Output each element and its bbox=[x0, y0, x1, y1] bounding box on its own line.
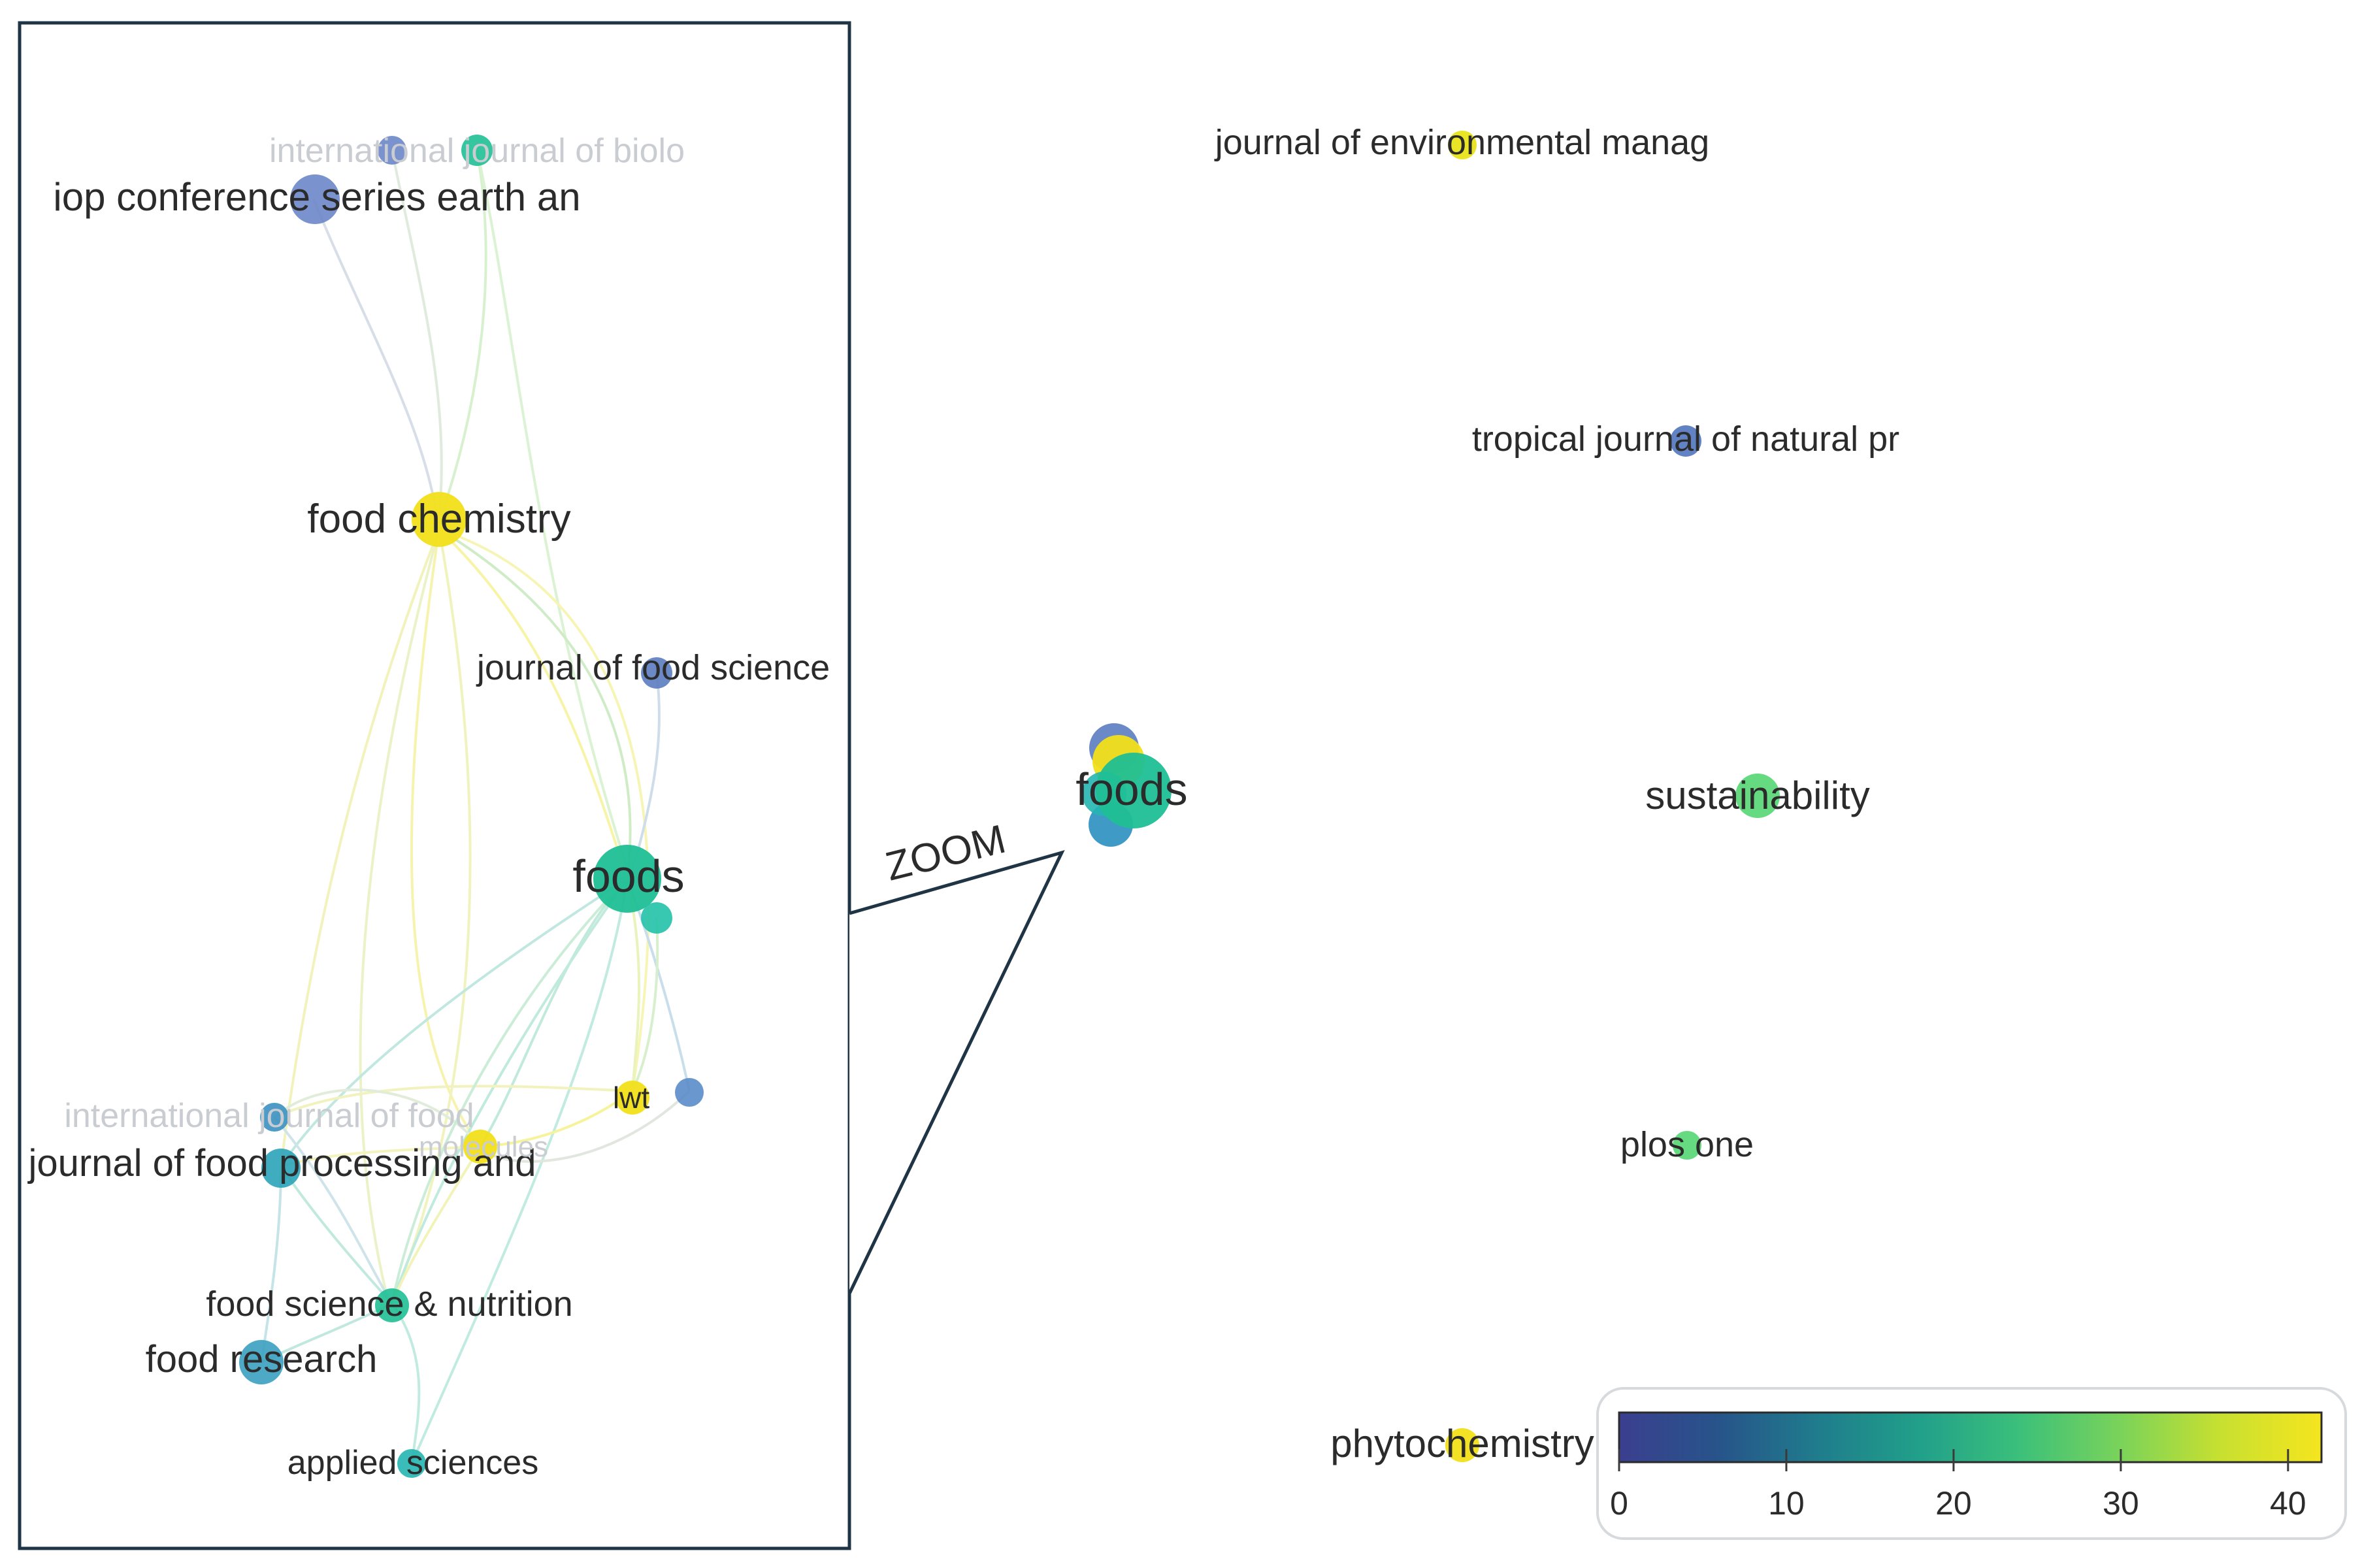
node-journal-food-science[interactable] bbox=[641, 657, 672, 689]
node-lwt[interactable] bbox=[615, 1081, 649, 1115]
label-intl-food: international journal of food bbox=[64, 1097, 474, 1135]
node-food-chemistry[interactable] bbox=[412, 492, 467, 547]
node-sustainability[interactable] bbox=[1735, 774, 1780, 818]
label-sustainability: sustainability bbox=[1645, 774, 1870, 817]
colorbar-gradient bbox=[1618, 1411, 2323, 1463]
edge bbox=[438, 528, 629, 879]
label-phytochemistry: phytochemistry bbox=[1330, 1422, 1594, 1465]
label-lwt: lwt bbox=[613, 1081, 649, 1115]
edge bbox=[280, 1165, 393, 1305]
edge bbox=[391, 150, 443, 520]
edge bbox=[480, 1090, 634, 1148]
edge bbox=[391, 877, 629, 1304]
label-iop: iop conference series earth an bbox=[53, 175, 580, 219]
node-tjnp[interactable] bbox=[1670, 425, 1701, 457]
edge bbox=[273, 1116, 393, 1305]
label-journal-food-science: journal of food science bbox=[476, 648, 830, 687]
zoom-callout-connector bbox=[847, 850, 1065, 1295]
node-intl-biolo[interactable] bbox=[461, 135, 493, 166]
node-iop[interactable] bbox=[290, 174, 340, 224]
edge bbox=[273, 1088, 482, 1148]
colorbar-tick-label: 40 bbox=[2270, 1485, 2306, 1522]
colorbar-tick-label: 30 bbox=[2103, 1485, 2139, 1522]
edge bbox=[476, 150, 632, 879]
node-jem[interactable] bbox=[1448, 131, 1477, 159]
node-jfpp[interactable] bbox=[261, 1149, 301, 1188]
node-phytochemistry[interactable] bbox=[1445, 1428, 1479, 1462]
node-applied-sciences[interactable] bbox=[397, 1449, 426, 1478]
colorbar-tick-label: 20 bbox=[1935, 1485, 1972, 1522]
edge bbox=[438, 528, 632, 879]
node-foods-satellite[interactable] bbox=[641, 902, 672, 934]
label-food-chemistry: food chemistry bbox=[307, 497, 570, 542]
left-network-edges bbox=[260, 150, 691, 1464]
label-plos-one: plos one bbox=[1620, 1125, 1754, 1164]
colorbar-ticks: 0 10 20 30 40 bbox=[1610, 1449, 2306, 1522]
cluster-node bbox=[1096, 753, 1172, 828]
node-food-research[interactable] bbox=[239, 1340, 284, 1384]
edge bbox=[410, 878, 629, 1464]
label-foods: foods bbox=[572, 851, 684, 902]
edge bbox=[312, 199, 439, 523]
label-jfpp: journal of food processing and bbox=[27, 1142, 536, 1184]
edge bbox=[274, 1085, 633, 1119]
edge bbox=[626, 878, 691, 1092]
edge bbox=[440, 150, 487, 517]
edge bbox=[626, 878, 640, 1092]
colorbar-tick-label: 0 bbox=[1610, 1485, 1628, 1522]
node-intl-food[interactable] bbox=[260, 1103, 289, 1132]
node-fsn[interactable] bbox=[375, 1288, 409, 1322]
edge bbox=[280, 529, 440, 1167]
edge bbox=[391, 1302, 421, 1464]
label-intl-biolo: international journal of biolo bbox=[269, 132, 685, 170]
label-molecules: molecules bbox=[419, 1131, 548, 1163]
node-intl-biolo-small[interactable] bbox=[378, 136, 406, 165]
node-lwt-satellite[interactable] bbox=[675, 1078, 704, 1107]
label-fsn: food science & nutrition bbox=[206, 1284, 572, 1324]
foods-cluster[interactable]: foods bbox=[1075, 723, 1188, 847]
label-applied-sciences: applied sciences bbox=[287, 1444, 538, 1482]
zoomed-network-panel bbox=[18, 21, 851, 1550]
node-foods[interactable] bbox=[593, 845, 661, 913]
edge bbox=[631, 917, 659, 1092]
edge bbox=[359, 529, 440, 1304]
edge bbox=[391, 877, 629, 1304]
label-jem: journal of environmental manag bbox=[1214, 123, 1709, 162]
left-network-labels: international journal of biolo iop confe… bbox=[27, 132, 830, 1482]
node-plos-one[interactable] bbox=[1673, 1131, 1701, 1160]
label-food-research: food research bbox=[146, 1338, 378, 1380]
edge bbox=[280, 1145, 481, 1168]
edge bbox=[280, 877, 629, 1168]
edge bbox=[391, 529, 472, 1304]
edge bbox=[391, 1145, 482, 1304]
edge bbox=[479, 877, 629, 1148]
left-network-nodes bbox=[239, 135, 704, 1478]
colorbar-tick-label: 10 bbox=[1768, 1485, 1805, 1522]
node-molecules[interactable] bbox=[463, 1130, 497, 1164]
overview-network: journal of environmental manag tropical … bbox=[1075, 123, 1899, 1465]
label-foods-cluster: foods bbox=[1075, 764, 1187, 815]
label-tjnp: tropical journal of natural pr bbox=[1472, 419, 1899, 459]
colorbar-legend: 0 10 20 30 40 bbox=[1596, 1387, 2347, 1540]
